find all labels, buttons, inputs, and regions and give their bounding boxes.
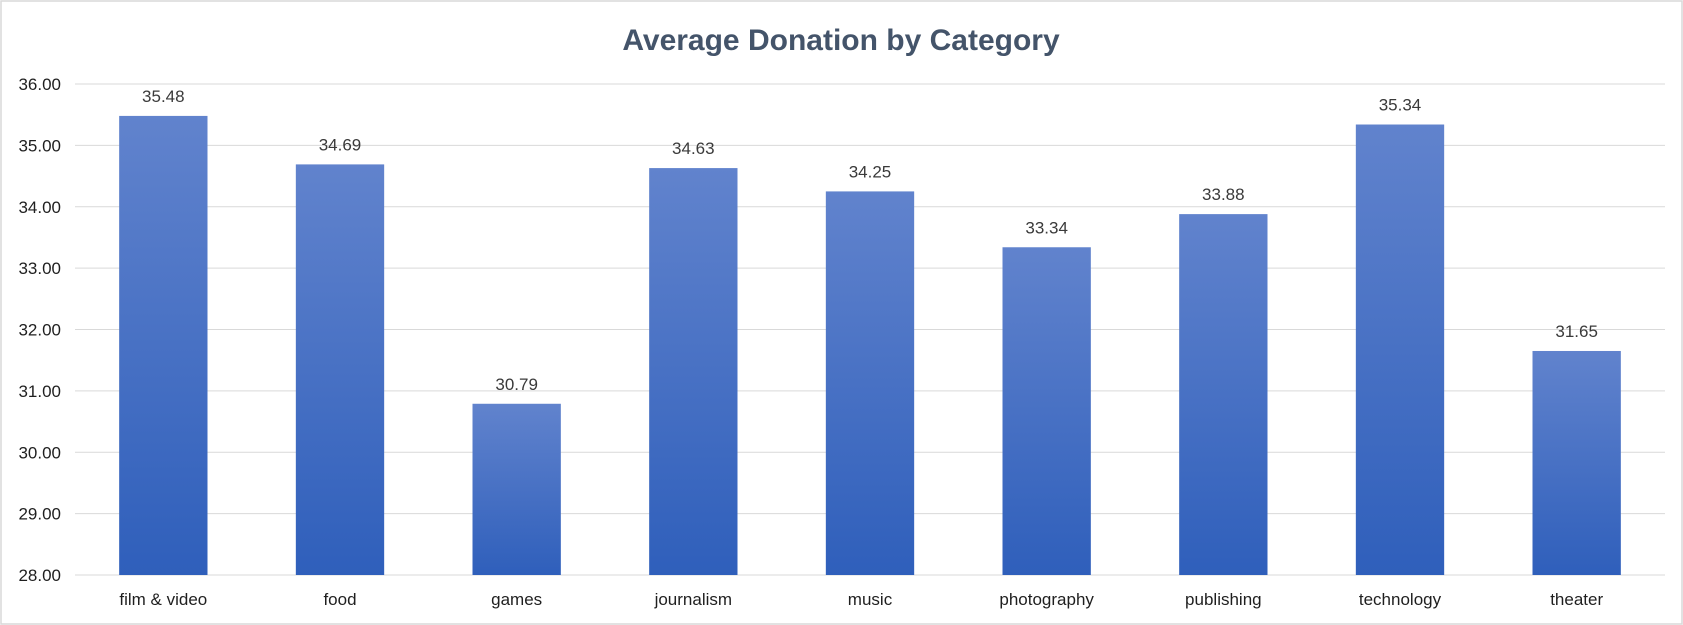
y-tick-label: 33.00 [18,259,61,278]
data-label: 35.34 [1379,96,1422,115]
chart-title: Average Donation by Category [622,24,1060,57]
x-category-label: publishing [1185,590,1262,609]
x-category-label: theater [1550,590,1603,609]
data-label: 34.25 [849,162,892,181]
data-label: 34.63 [672,139,715,158]
data-label: 34.69 [319,135,362,154]
y-tick-label: 31.00 [18,382,61,401]
y-tick-label: 36.00 [18,75,61,94]
x-category-label: music [848,590,893,609]
y-tick-label: 28.00 [18,566,61,585]
x-category-label: food [323,590,356,609]
bar [472,403,561,575]
y-axis-ticks: 28.00 29.00 30.00 31.00 32.00 33.00 34.00 35.00… [18,75,61,585]
y-tick-label: 29.00 [18,505,61,524]
x-category-label: photography [999,590,1094,609]
bar [119,115,208,575]
data-label: 35.48 [142,87,185,106]
bar [1532,350,1621,575]
bar [1179,214,1268,576]
data-label: 33.88 [1202,185,1245,204]
bar [1355,124,1445,575]
bar [295,164,385,575]
x-category-label: journalism [654,590,732,609]
data-label: 30.79 [495,375,538,394]
y-tick-label: 32.00 [18,321,61,340]
bar [1002,247,1091,575]
x-axis-categories: film & video food games journalism music phot… [119,590,1603,609]
x-category-label: technology [1359,590,1442,609]
x-category-label: games [491,590,542,609]
bar [649,168,738,576]
y-tick-label: 34.00 [18,198,61,217]
bar [825,191,915,575]
data-label: 33.34 [1025,218,1068,237]
y-tick-label: 30.00 [18,443,61,462]
x-category-label: film & video [119,590,207,609]
bars [119,115,1621,576]
data-labels: 35.48 34.69 30.79 34.63 34.25 33.34 33.88 35.34… [142,87,1598,394]
y-tick-label: 35.00 [18,136,61,155]
data-label: 31.65 [1555,322,1598,341]
